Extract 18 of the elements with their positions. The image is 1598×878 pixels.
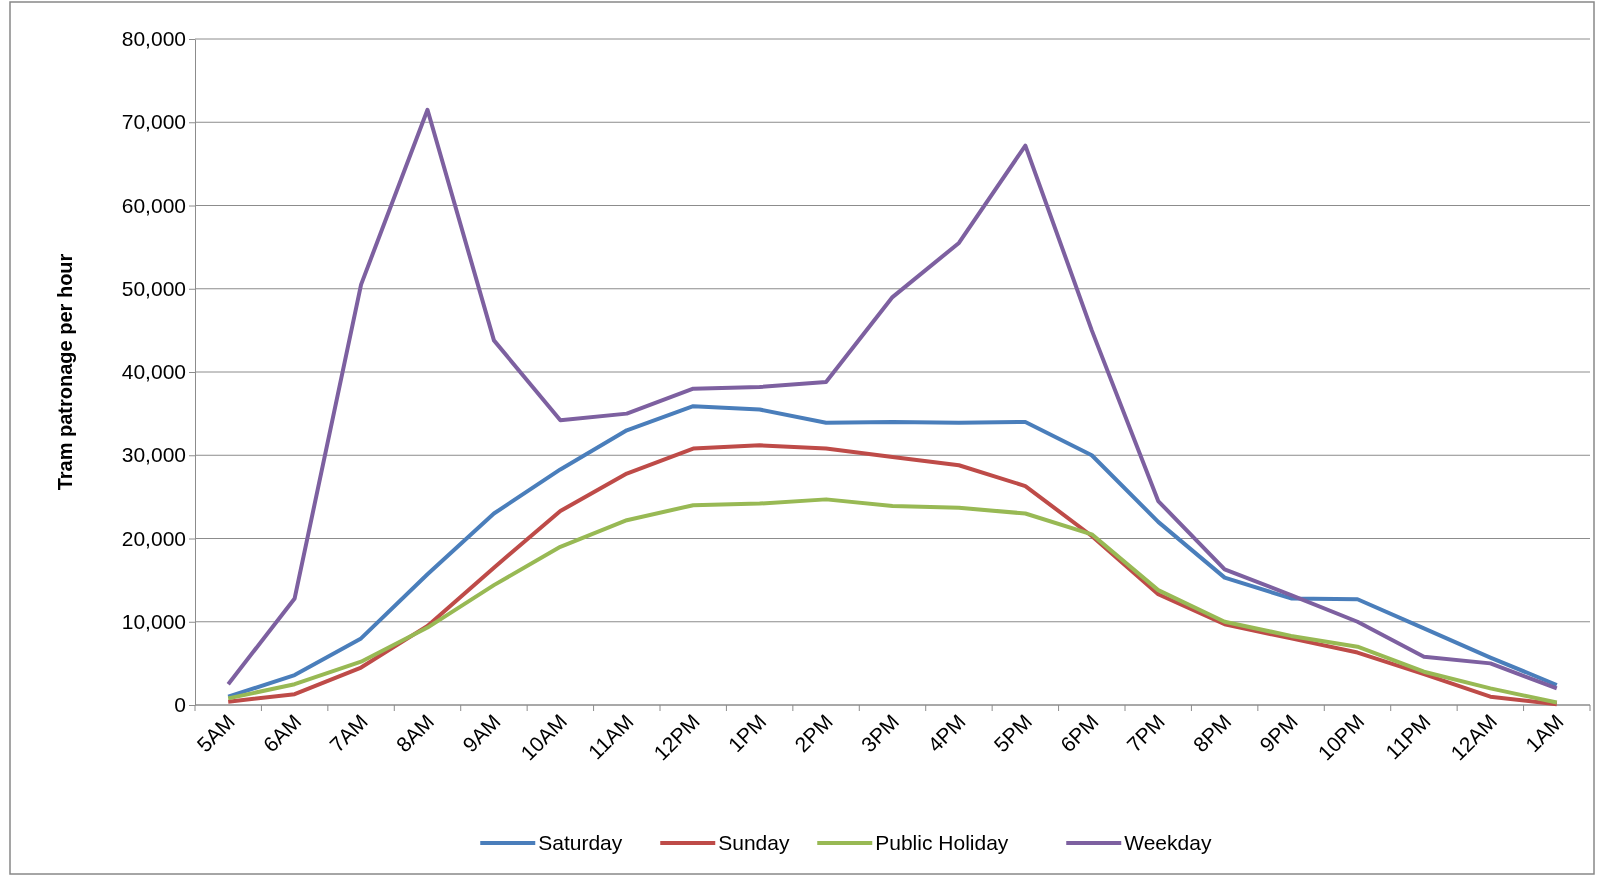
y-tick-label: 0: [174, 693, 186, 717]
y-tick-label: 80,000: [121, 27, 186, 51]
y-tick-label: 50,000: [121, 276, 186, 300]
y-tick-label: 30,000: [121, 443, 186, 467]
y-tick-label: 70,000: [121, 110, 186, 134]
line-series: [226, 443, 1559, 707]
legend-label: Saturday: [538, 831, 623, 854]
y-tick-label: 20,000: [121, 526, 186, 550]
legend-label: Weekday: [1124, 831, 1212, 854]
y-tick-label: 60,000: [121, 193, 186, 217]
line-series: [226, 107, 1559, 691]
line-series: [226, 404, 1559, 699]
y-axis-title: Tram patronage per hour: [54, 253, 76, 491]
y-tick-label: 40,000: [121, 360, 186, 384]
legend-label: Sunday: [718, 831, 790, 854]
y-tick-label: 10,000: [121, 609, 186, 633]
line-series: [226, 497, 1559, 705]
legend-label: Public Holiday: [875, 831, 1009, 854]
